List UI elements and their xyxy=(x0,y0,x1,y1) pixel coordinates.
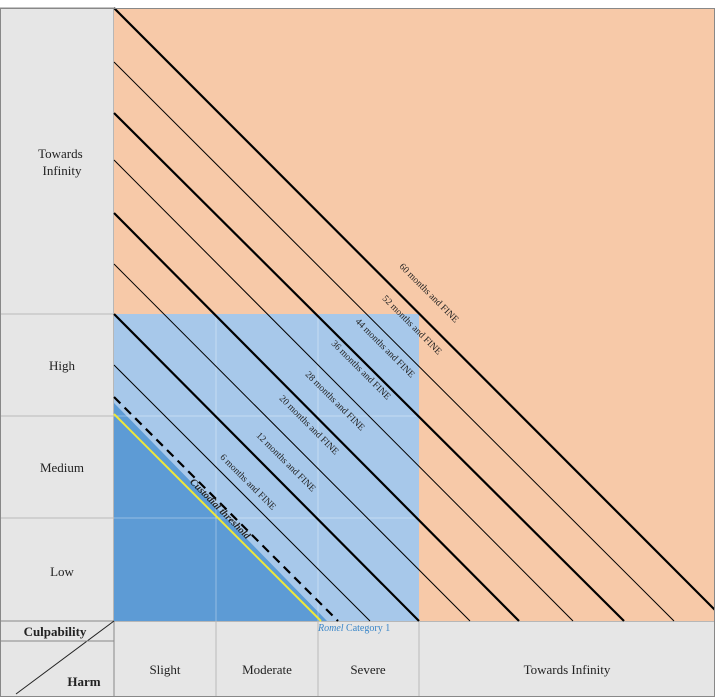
culpability-label: Culpability xyxy=(24,624,87,639)
harm-axis-panel xyxy=(113,620,715,697)
line-36-months xyxy=(113,159,574,622)
thin-line-a xyxy=(113,364,371,622)
x-band-severe: Severe xyxy=(350,662,386,677)
diagonal-lines xyxy=(113,7,715,622)
line-6-months-dashed xyxy=(113,396,339,622)
corner-cell xyxy=(0,620,115,697)
line-44-months xyxy=(113,112,625,622)
line-12-months xyxy=(113,313,420,622)
corner-diagonal xyxy=(15,620,115,695)
axis-separators xyxy=(0,313,420,697)
x-band-moderate: Moderate xyxy=(242,662,292,677)
y-band-medium: Medium xyxy=(40,460,84,475)
romel-category-label: Romel Category 1 xyxy=(317,623,390,634)
y-band-high: High xyxy=(49,358,76,373)
y-band-low: Low xyxy=(50,564,74,579)
line-20-months xyxy=(113,263,471,622)
harm-label: Harm xyxy=(67,674,100,689)
line-60-months xyxy=(113,7,715,611)
y-band-towards-infinity: Towards Infinity xyxy=(38,146,86,178)
line-28-months xyxy=(113,212,520,622)
dark-blue-region xyxy=(114,403,327,621)
x-band-towards-infinity: Towards Infinity xyxy=(524,662,611,677)
custodial-threshold-line xyxy=(113,413,322,622)
line-52-months xyxy=(113,61,675,622)
x-band-slight: Slight xyxy=(149,662,180,677)
